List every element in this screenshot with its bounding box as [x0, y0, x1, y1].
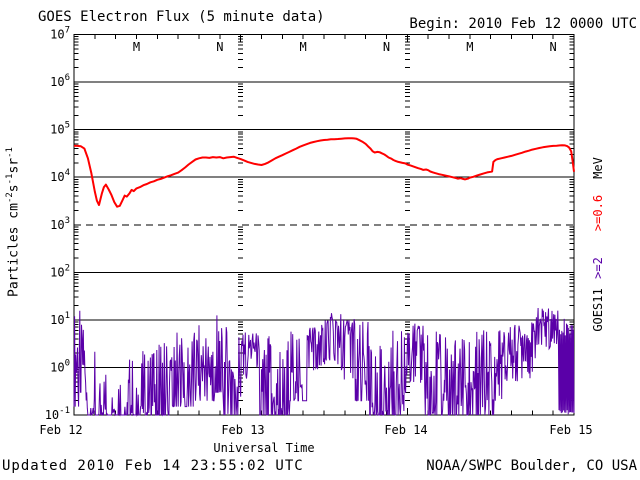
svg-text:104: 104	[50, 168, 70, 184]
gridlines	[74, 81, 574, 368]
begin-timestamp: Begin: 2010 Feb 12 0000 UTC	[409, 16, 637, 32]
svg-text:107: 107	[50, 26, 70, 42]
svg-text:Feb 13: Feb 13	[221, 423, 264, 437]
chart-title: GOES Electron Flux (5 minute data)	[38, 9, 325, 25]
svg-text:Feb 12: Feb 12	[39, 423, 82, 437]
svg-text:100: 100	[50, 358, 70, 374]
svg-text:10-1: 10-1	[45, 406, 70, 422]
svg-text:Feb 14: Feb 14	[384, 423, 427, 437]
marker-M: M	[466, 40, 473, 54]
svg-text:106: 106	[50, 73, 70, 89]
svg-text:105: 105	[50, 121, 70, 137]
x-axis-title: Universal Time	[213, 441, 315, 455]
marker-M: M	[133, 40, 140, 54]
electron-flux-ge06mev-trace	[73, 137, 575, 208]
marker-N: N	[216, 40, 223, 54]
marker-N: N	[383, 40, 390, 54]
plot-frame	[73, 34, 575, 416]
marker-M: M	[300, 40, 307, 54]
y-tick-labels: 107 106 105 104 103 102 101 100 10-1	[45, 26, 70, 423]
credit-text: NOAA/SWPC Boulder, CO USA	[426, 458, 637, 474]
x-tick-labels: Feb 12 Feb 13 Feb 14 Feb 15	[39, 423, 592, 437]
svg-text:101: 101	[50, 311, 70, 327]
marker-N: N	[550, 40, 557, 54]
svg-text:Feb 15: Feb 15	[549, 423, 592, 437]
svg-text:102: 102	[50, 263, 70, 279]
electron-flux-ge2mev-trace	[73, 307, 575, 417]
svg-text:103: 103	[50, 216, 70, 232]
updated-timestamp: Updated 2010 Feb 14 23:55:02 UTC	[2, 458, 304, 474]
